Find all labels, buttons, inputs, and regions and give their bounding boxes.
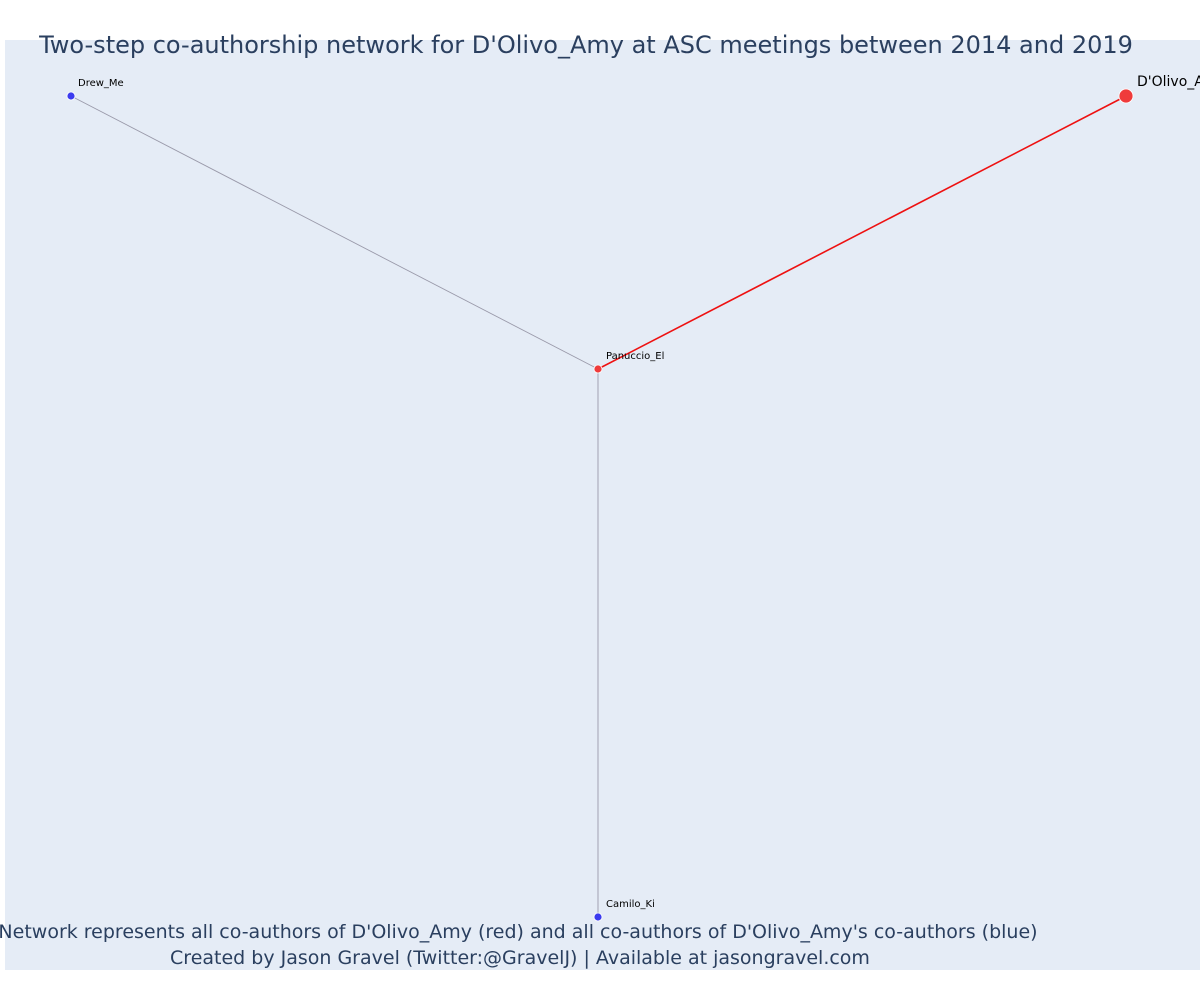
node-drew-me[interactable] [66, 91, 76, 101]
nodes-layer [66, 88, 1134, 922]
node-label-drew-me: Drew_Me [78, 78, 124, 89]
node-label-d-olivo-amy: D'Olivo_Amy [1137, 74, 1200, 90]
node-label-panuccio-el: Panuccio_El [606, 351, 664, 362]
edges-layer [70, 95, 1127, 917]
edge-panuccio-el-drew-me [70, 95, 599, 370]
caption-line-1: Network represents all co-authors of D'O… [0, 921, 1038, 943]
node-panuccio-el[interactable] [593, 364, 603, 374]
node-label-camilo-ki: Camilo_Ki [606, 899, 655, 910]
node-camilo-ki[interactable] [593, 912, 603, 922]
node-d-olivo-amy[interactable] [1118, 88, 1134, 104]
chart-title: Two-step co-authorship network for D'Oli… [38, 31, 1133, 59]
labels-layer: D'Olivo_Amy Panuccio_El Drew_Me Camilo_Ki [78, 74, 1200, 910]
caption-line-2: Created by Jason Gravel (Twitter:@Gravel… [170, 947, 870, 969]
edge-d-olivo-amy-panuccio-el [597, 95, 1127, 370]
plot-background [5, 40, 1200, 970]
